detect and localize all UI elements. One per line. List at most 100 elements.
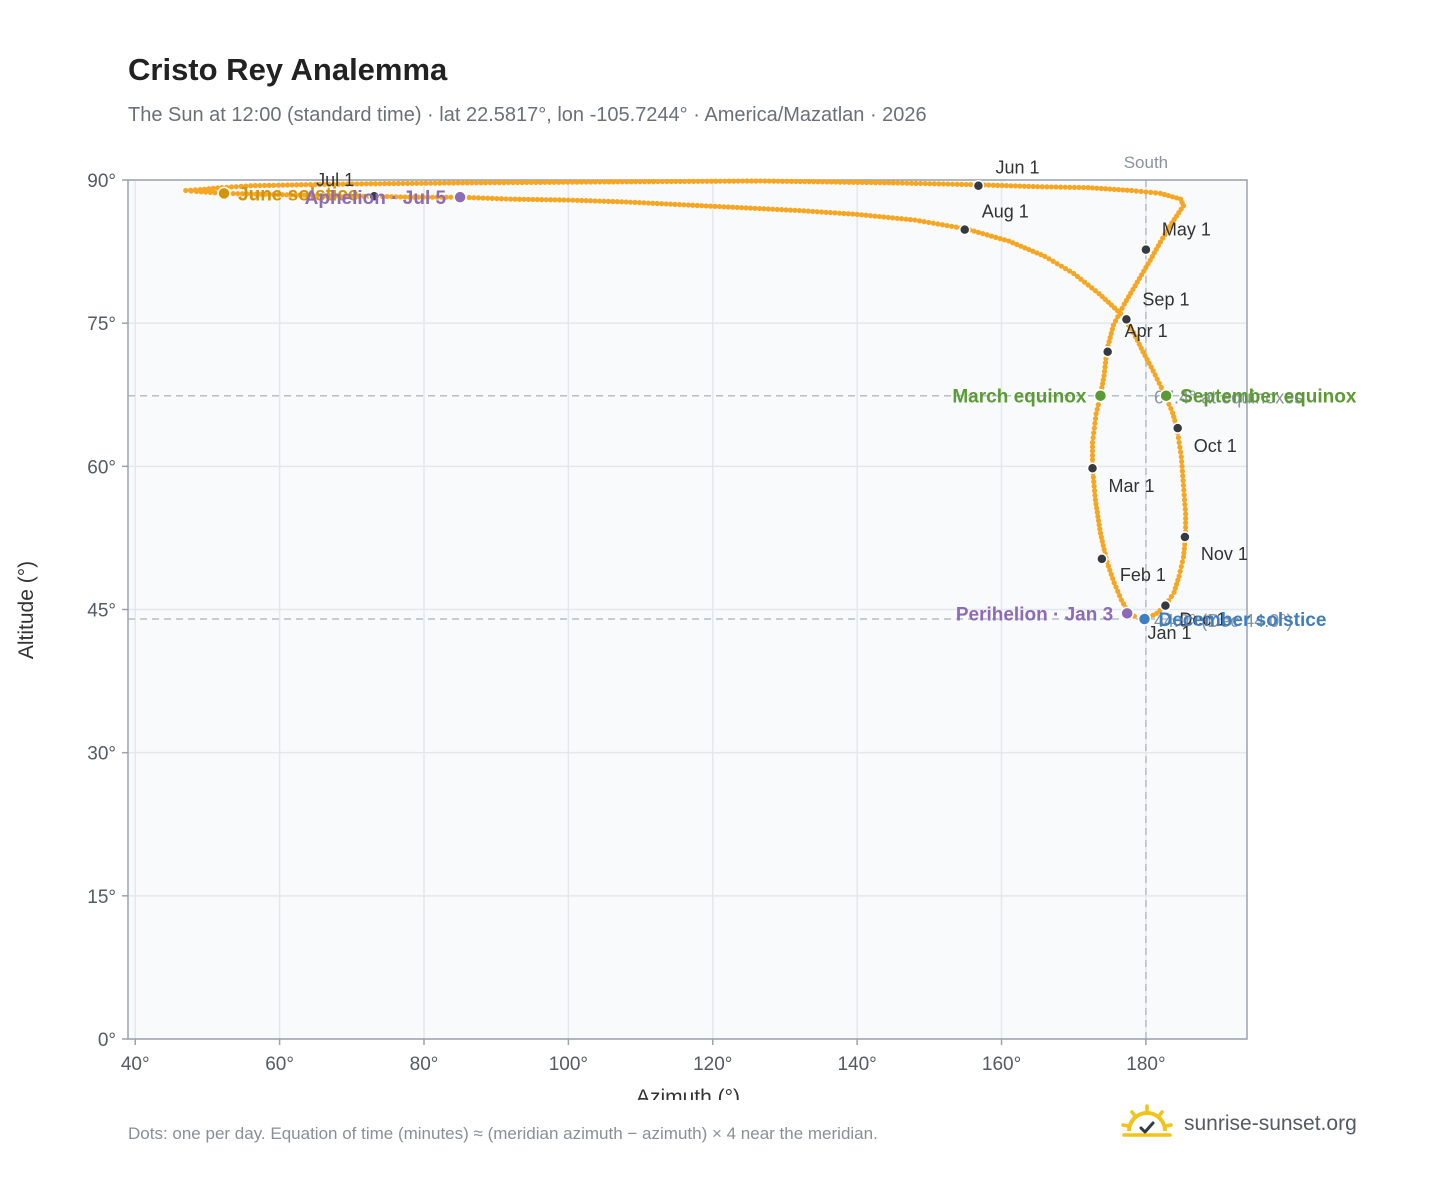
daily-dot <box>448 194 454 200</box>
daily-dot <box>753 178 759 184</box>
daily-dot <box>730 204 736 210</box>
daily-dot <box>921 219 927 225</box>
daily-dot <box>279 192 286 198</box>
daily-dot <box>294 182 300 188</box>
daily-dot <box>959 181 965 187</box>
daily-dot <box>695 178 701 184</box>
daily-dot <box>1152 372 1158 378</box>
daily-dot <box>1001 237 1008 243</box>
daily-dot <box>1179 458 1185 465</box>
daily-dot <box>1101 368 1108 374</box>
daily-dot <box>275 192 281 198</box>
daily-dot <box>1111 580 1117 586</box>
daily-dot <box>289 182 295 188</box>
daily-dot <box>823 209 829 215</box>
daily-dot <box>731 178 737 184</box>
daily-dot <box>203 189 209 195</box>
daily-dot <box>437 180 443 186</box>
daily-dot <box>207 189 213 196</box>
daily-dot <box>926 219 932 226</box>
daily-dot <box>845 211 851 217</box>
daily-dot <box>627 199 634 205</box>
daily-dot <box>1168 405 1174 412</box>
daily-dot <box>528 179 534 186</box>
daily-dot <box>721 204 727 210</box>
daily-dot <box>210 185 216 191</box>
daily-dot <box>257 182 263 189</box>
daily-dot <box>1035 184 1041 190</box>
brand-name[interactable]: sunrise-sunset.org <box>1184 1112 1357 1135</box>
daily-dot <box>930 220 936 226</box>
daily-dot <box>1085 282 1091 288</box>
daily-dot <box>1180 473 1186 479</box>
daily-dot <box>1113 318 1119 324</box>
daily-dot <box>244 191 250 197</box>
daily-dot <box>690 178 697 184</box>
daily-dot <box>739 178 746 184</box>
daily-dot <box>1021 183 1027 189</box>
daily-dot <box>588 179 594 185</box>
daily-dot <box>501 180 507 186</box>
daily-dot <box>699 178 706 184</box>
daily-dot <box>579 197 585 204</box>
daily-dot <box>473 180 480 186</box>
daily-dot <box>494 195 500 202</box>
daily-dot <box>1030 248 1036 254</box>
daily-dot <box>574 179 580 185</box>
daily-dot <box>1109 326 1115 332</box>
event-marker <box>1159 388 1173 403</box>
daily-dot <box>238 183 244 189</box>
daily-dot <box>650 200 656 206</box>
daily-dot <box>1144 356 1150 363</box>
daily-dot <box>455 180 461 186</box>
daily-dot <box>1006 238 1012 244</box>
daily-dot <box>303 182 309 188</box>
y-tick-label: 75° <box>87 314 116 335</box>
daily-dot <box>361 193 367 199</box>
daily-dot <box>894 215 900 221</box>
daily-dot <box>867 213 874 219</box>
daily-dot <box>747 205 754 211</box>
daily-dot <box>1118 597 1124 603</box>
daily-dot <box>673 178 679 185</box>
daily-dot <box>988 233 995 239</box>
daily-dot <box>354 181 360 187</box>
daily-dot <box>1116 593 1123 599</box>
brand-logo[interactable]: sunrise-sunset.org <box>1120 1102 1357 1146</box>
daily-dot <box>1174 581 1180 587</box>
daily-dot <box>904 180 910 186</box>
daily-dot <box>539 197 545 203</box>
daily-dot <box>850 211 856 217</box>
daily-dot <box>1120 601 1127 607</box>
daily-dot <box>995 182 1001 188</box>
daily-dot <box>1140 349 1146 355</box>
daily-dot <box>510 179 516 186</box>
daily-dot <box>855 179 861 185</box>
event-label: Aphelion · Jul 5 <box>305 188 447 209</box>
daily-dot <box>1091 430 1097 436</box>
daily-dot <box>243 183 249 189</box>
daily-dot <box>411 194 417 200</box>
daily-dot <box>846 179 852 185</box>
month-marker <box>1171 422 1184 434</box>
daily-dot <box>1181 550 1187 556</box>
daily-dot <box>317 181 323 188</box>
daily-dot <box>890 215 896 221</box>
daily-dot <box>663 201 669 207</box>
daily-dot <box>1093 411 1099 417</box>
daily-dot <box>756 205 763 212</box>
daily-dot <box>725 204 731 210</box>
daily-dot <box>787 207 794 213</box>
daily-dot <box>400 180 406 187</box>
daily-dot <box>779 178 786 184</box>
daily-dot <box>1090 474 1096 480</box>
month-marker <box>1120 313 1133 326</box>
daily-dot <box>1053 184 1059 190</box>
daily-dot <box>418 180 424 186</box>
daily-dot <box>765 206 771 212</box>
month-label: Sep 1 <box>1142 289 1189 309</box>
daily-dot <box>912 217 918 223</box>
daily-dot <box>1074 273 1080 279</box>
daily-dot <box>1167 224 1173 230</box>
daily-dot <box>771 178 777 184</box>
